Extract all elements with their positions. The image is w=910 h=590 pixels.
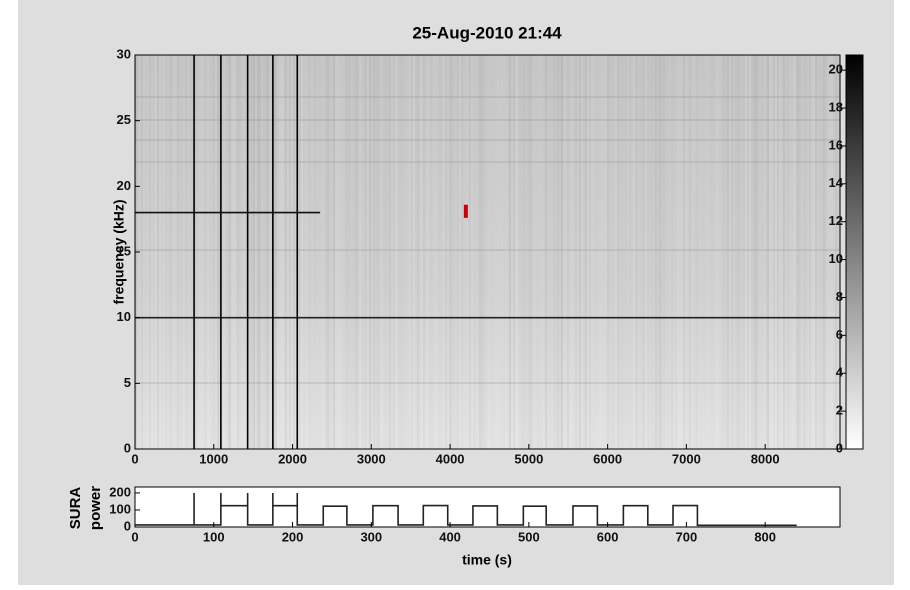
y-tick-label: 0	[124, 518, 131, 533]
x-tick-label: 0	[131, 529, 138, 544]
x-tick-label: 600	[597, 529, 619, 544]
y-tick-label: 200	[109, 484, 131, 499]
data-line	[135, 492, 797, 527]
y-tick-label: 20	[117, 178, 131, 193]
x-tick-label: 8000	[751, 451, 780, 466]
y-axis-label: power	[87, 486, 104, 530]
x-tick-label: 6000	[593, 451, 622, 466]
colorbar	[845, 54, 864, 450]
y-tick-label: 5	[124, 375, 131, 390]
x-axis-label: time (s)	[462, 552, 512, 568]
colorbar-tick-label: 10	[829, 251, 843, 266]
y-tick-label: 15	[117, 243, 131, 258]
x-tick-label: 5000	[514, 451, 543, 466]
colorbar-tick-label: 16	[829, 137, 843, 152]
spectrogram-background	[135, 55, 840, 449]
x-tick-label: 700	[676, 529, 698, 544]
colorbar-tick-label: 2	[836, 403, 843, 418]
x-tick-label: 800	[754, 529, 776, 544]
y-tick-label: 100	[109, 501, 131, 516]
colorbar-tick-label: 0	[836, 440, 843, 455]
plot-frame	[134, 486, 841, 528]
colorbar-tick-label: 12	[829, 213, 843, 228]
x-tick-label: 3000	[357, 451, 386, 466]
colorbar-tick-label: 18	[829, 99, 843, 114]
x-tick-label: 0	[131, 451, 138, 466]
x-tick-label: 100	[203, 529, 225, 544]
colorbar-tick-label: 14	[829, 175, 844, 190]
y-tick-label: 0	[124, 440, 131, 455]
x-tick-label: 2000	[278, 451, 307, 466]
colorbar-tick-label: 8	[836, 289, 843, 304]
colorbar-tick-label: 4	[836, 365, 844, 380]
y-tick-label: 25	[117, 112, 131, 127]
y-axis-label: frequency (kHz)	[111, 199, 127, 304]
y-tick-label: 10	[117, 309, 131, 324]
plot-background	[135, 487, 840, 527]
colorbar-tick-label: 20	[829, 62, 843, 77]
y-tick-label: 30	[117, 46, 131, 61]
x-tick-label: 1000	[199, 451, 228, 466]
x-tick-label: 300	[360, 529, 382, 544]
x-tick-label: 400	[439, 529, 461, 544]
y-axis-label: SURA	[67, 487, 84, 530]
x-tick-label: 200	[282, 529, 304, 544]
x-tick-label: 500	[518, 529, 540, 544]
x-tick-label: 4000	[436, 451, 465, 466]
chart-title: 25-Aug-2010 21:44	[412, 23, 562, 42]
x-tick-label: 7000	[672, 451, 701, 466]
colorbar-tick-label: 6	[836, 327, 843, 342]
